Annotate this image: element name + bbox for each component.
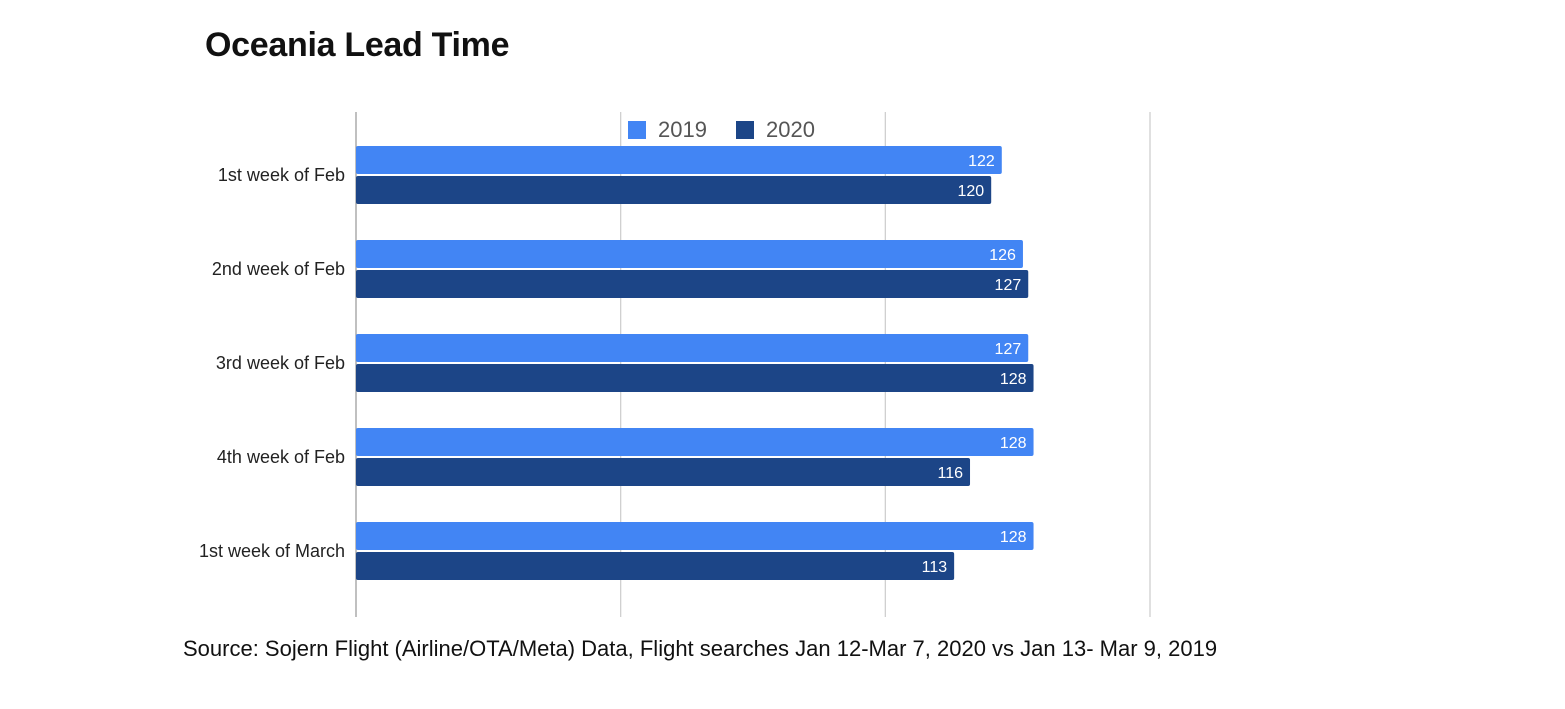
bar	[356, 522, 1034, 550]
category-label: 1st week of March	[199, 541, 345, 561]
data-label: 126	[989, 247, 1016, 264]
bar	[356, 146, 1002, 174]
legend: 2019 2020	[628, 117, 815, 142]
data-label: 128	[1000, 529, 1027, 546]
data-label: 113	[922, 559, 948, 576]
bar	[356, 364, 1034, 392]
legend-swatch	[628, 121, 646, 139]
chart-title: Oceania Lead Time	[205, 26, 510, 64]
data-label: 122	[968, 153, 995, 170]
data-label: 127	[995, 341, 1022, 358]
legend-swatch	[736, 121, 754, 139]
category-labels: 1st week of Feb 2nd week of Feb 3rd week o…	[199, 165, 345, 561]
data-label: 127	[995, 277, 1022, 294]
source-note: Source: Sojern Flight (Airline/OTA/Meta)…	[183, 636, 1218, 661]
legend-label: 2019	[658, 117, 707, 142]
data-label: 120	[957, 183, 984, 200]
category-label: 4th week of Feb	[217, 447, 345, 467]
bars: 122 120 126 127 127 128 128 116 128 113	[356, 146, 1034, 580]
bar	[356, 176, 992, 204]
bar	[356, 458, 971, 486]
bar	[356, 552, 955, 580]
bar	[356, 428, 1034, 456]
bar	[356, 334, 1029, 362]
category-label: 3rd week of Feb	[216, 353, 345, 373]
data-label: 128	[1000, 371, 1027, 388]
data-label: 116	[938, 465, 964, 482]
data-label: 128	[1000, 435, 1027, 452]
bar	[356, 270, 1029, 298]
legend-label: 2020	[766, 117, 815, 142]
category-label: 2nd week of Feb	[212, 259, 345, 279]
bar	[356, 240, 1023, 268]
category-label: 1st week of Feb	[218, 165, 345, 185]
